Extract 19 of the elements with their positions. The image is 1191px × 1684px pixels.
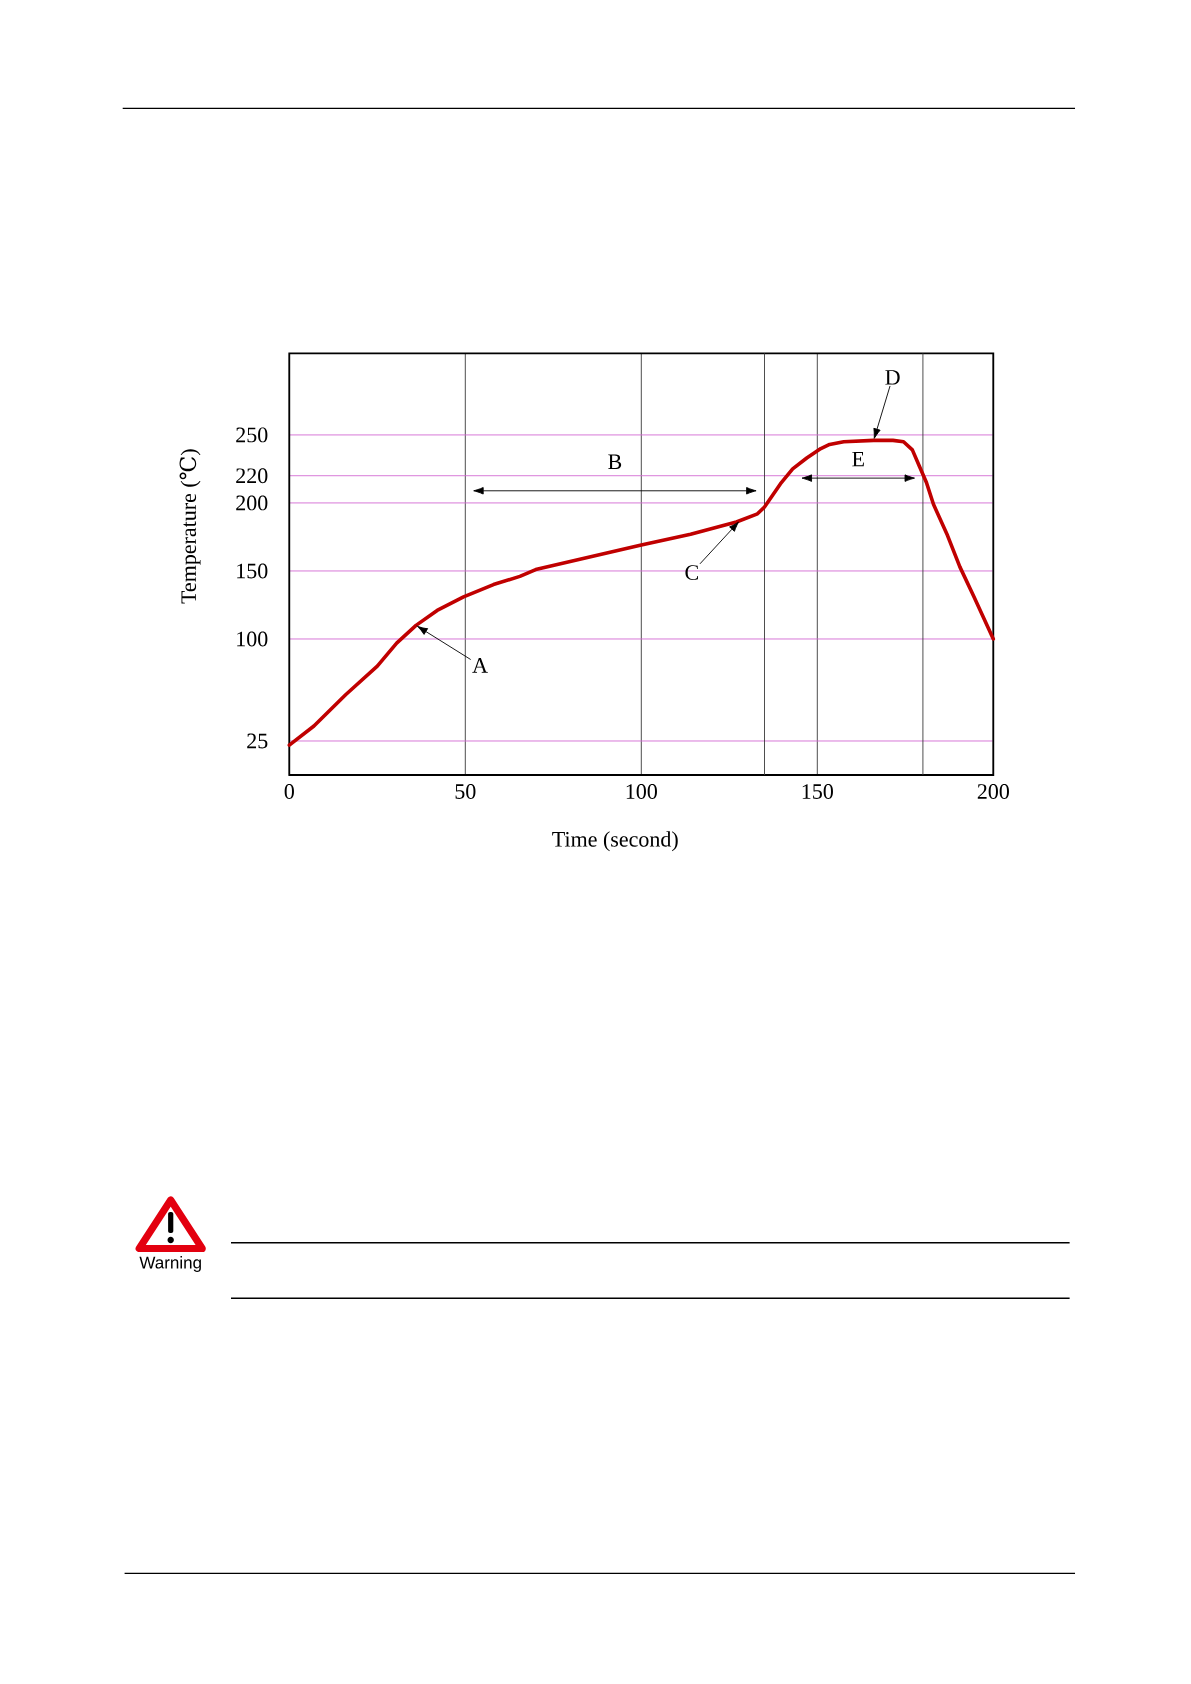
y-tick-label: 220 [236, 468, 268, 484]
annotation: B [608, 454, 622, 470]
annotation: C [685, 565, 698, 581]
annotation: D [885, 370, 900, 385]
y-tick-label: 25 [247, 733, 268, 749]
x-tick-label: 200 [977, 784, 1009, 799]
annotation: E [852, 451, 864, 467]
y-axis-title: Temperature (℃) [179, 449, 201, 604]
x-tick-label: 150 [802, 784, 833, 799]
text: Warning [139, 1256, 201, 1272]
y-tick-label: 150 [237, 563, 268, 579]
x-tick-label: 50 [455, 784, 476, 799]
y-tick-label: 250 [236, 427, 268, 443]
y-tick-label: 100 [237, 631, 268, 647]
annotation: A [472, 658, 488, 673]
x-tick-label: 100 [626, 784, 657, 799]
y-tick-label: 200 [236, 495, 268, 511]
x-tick-label: 0 [284, 784, 294, 799]
x-axis-title: Time (second) [552, 831, 678, 852]
